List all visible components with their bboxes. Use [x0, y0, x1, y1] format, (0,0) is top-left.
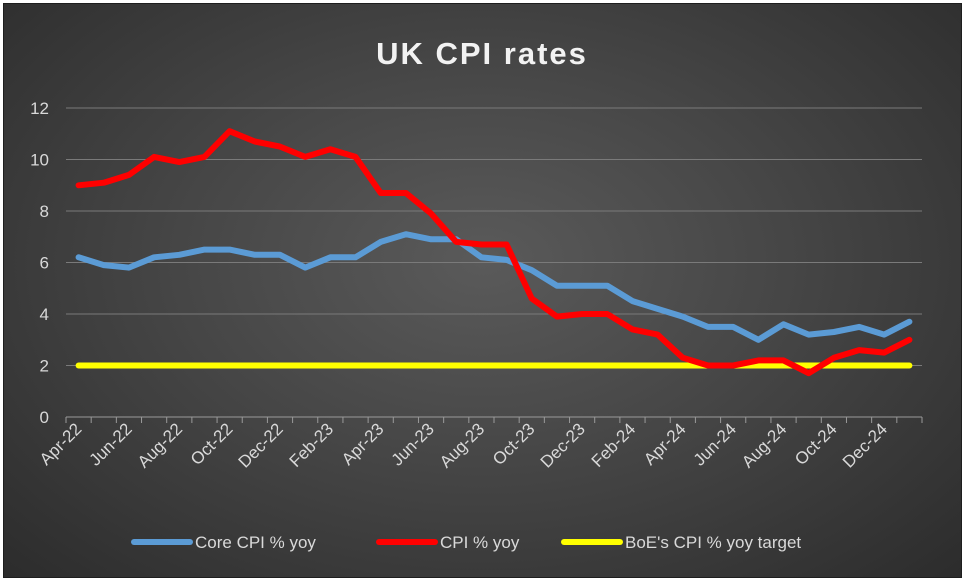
series-line-cpi-yoy	[75, 128, 913, 377]
series-lines	[75, 128, 913, 377]
x-tick-label: Apr-23	[338, 419, 388, 469]
cpi-line-chart: UK CPI rates 0 2 4 6 8 10 12 Apr-22 Jun-22Aug-2…	[30, 36, 923, 552]
legend-label-core-cpi-yoy: Core CPI % yoy	[195, 533, 316, 552]
x-tick-label: Apr-24	[640, 419, 690, 469]
x-tick-label: Aug-22	[134, 419, 186, 471]
y-tick-label: 12	[30, 99, 49, 118]
y-tick-label: 8	[40, 202, 49, 221]
x-tick-label: Dec-23	[537, 419, 589, 471]
x-tick-label: Dec-24	[839, 419, 891, 471]
y-tick-label: 6	[40, 254, 49, 273]
series-line-core-cpi-yoy	[75, 231, 913, 343]
y-tick-label: 2	[40, 357, 49, 376]
x-tick-label: Jun-24	[690, 419, 740, 469]
x-tick-label: Feb-24	[588, 419, 640, 471]
x-tick-label: Oct-23	[489, 419, 539, 469]
x-tick-label: Aug-23	[436, 419, 488, 471]
x-tick-label: Dec-22	[235, 419, 287, 471]
legend-label-cpi-yoy: CPI % yoy	[440, 533, 520, 552]
x-tick-label: Feb-23	[286, 419, 338, 471]
x-tick-label: Jun-23	[388, 419, 438, 469]
y-axis: 0 2 4 6 8 10 12	[30, 99, 49, 427]
chart-title: UK CPI rates	[376, 36, 588, 71]
chart-frame: UK CPI rates 0 2 4 6 8 10 12 Apr-22 Jun-22 Aug-2…	[3, 3, 962, 578]
legend: Core CPI % yoy CPI % yoy BoE's CPI % yoy t…	[131, 533, 801, 552]
x-tick-label: Oct-22	[187, 419, 237, 469]
x-tick-label: Oct-24	[791, 419, 841, 469]
y-tick-label: 0	[40, 408, 49, 427]
y-tick-label: 10	[30, 151, 49, 170]
y-tick-label: 4	[40, 305, 49, 324]
x-tick-label: Aug-24	[738, 419, 790, 471]
x-tick-label: Jun-22	[86, 419, 136, 469]
legend-label-boe-s-cpi-yoy-target: BoE's CPI % yoy target	[625, 533, 801, 552]
